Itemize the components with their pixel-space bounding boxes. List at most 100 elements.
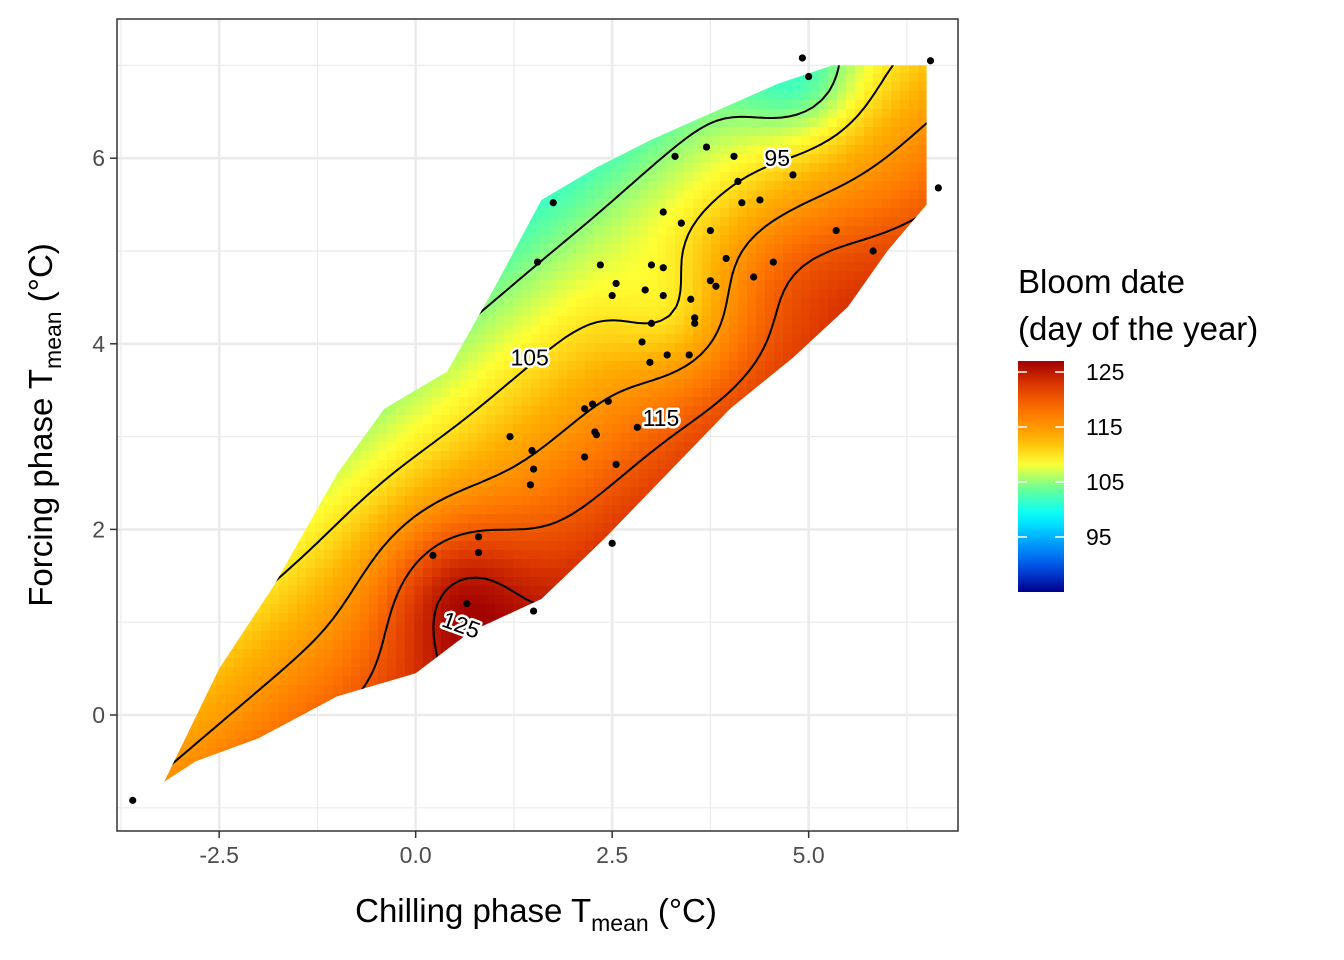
heat-cell <box>693 127 703 137</box>
heat-cell <box>819 73 829 83</box>
heat-cell <box>756 361 766 371</box>
heat-cell <box>828 208 838 218</box>
heat-cell <box>711 379 721 389</box>
heat-cell <box>909 82 919 92</box>
heat-cell <box>882 136 892 146</box>
heat-cell <box>819 199 829 209</box>
heat-cell <box>486 487 496 497</box>
heat-cell <box>621 280 631 290</box>
heat-cell <box>495 424 505 434</box>
heat-cell <box>711 244 721 254</box>
heat-cell <box>729 118 739 128</box>
heat-cell <box>603 478 613 488</box>
heat-cell <box>585 460 595 470</box>
heat-cell <box>486 370 496 380</box>
heat-cell <box>720 181 730 191</box>
heat-cell <box>783 298 793 308</box>
heat-cell <box>549 424 559 434</box>
heat-cell <box>477 424 487 434</box>
heat-cell <box>585 199 595 209</box>
heat-cell <box>648 271 658 281</box>
heat-cell <box>675 172 685 182</box>
heat-cell <box>666 127 676 137</box>
heat-cell <box>765 316 775 326</box>
heat-cell <box>783 307 793 317</box>
heat-cell <box>684 307 694 317</box>
heat-cell <box>801 208 811 218</box>
heat-cell <box>702 244 712 254</box>
heat-cell <box>621 307 631 317</box>
heat-cell <box>729 289 739 299</box>
heat-cell <box>621 244 631 254</box>
heat-cell <box>423 397 433 407</box>
heat-cell <box>486 442 496 452</box>
heat-cell <box>513 253 523 263</box>
heat-cell <box>720 208 730 218</box>
heat-cell <box>729 109 739 119</box>
heat-cell <box>576 397 586 407</box>
heat-cell <box>819 100 829 110</box>
heat-cell <box>792 181 802 191</box>
heat-cell <box>504 262 514 272</box>
heat-cell <box>747 163 757 173</box>
heat-cell <box>504 451 514 461</box>
heat-cell <box>882 208 892 218</box>
heat-cell <box>855 280 865 290</box>
heat-cell <box>585 487 595 497</box>
heat-cell <box>594 478 604 488</box>
heat-cell <box>621 424 631 434</box>
heat-cell <box>675 388 685 398</box>
heat-cell <box>693 280 703 290</box>
heat-cell <box>477 397 487 407</box>
heat-cell <box>747 307 757 317</box>
heat-cell <box>783 136 793 146</box>
heat-cell <box>837 82 847 92</box>
heat-cell <box>522 307 532 317</box>
heat-cell <box>756 109 766 119</box>
heat-cell <box>540 478 550 488</box>
heat-cell <box>558 262 568 272</box>
heat-cell <box>846 244 856 254</box>
heat-cell <box>711 262 721 272</box>
heat-cell <box>585 280 595 290</box>
heat-cell <box>522 280 532 290</box>
heat-cell <box>801 172 811 182</box>
heat-cell <box>747 298 757 308</box>
heat-cell <box>864 226 874 236</box>
heat-cell <box>459 343 469 353</box>
heat-cell <box>828 280 838 290</box>
heat-cell <box>504 343 514 353</box>
heat-cell <box>666 352 676 362</box>
heat-cell <box>891 208 901 218</box>
heat-cell <box>423 433 433 443</box>
heat-cell <box>612 307 622 317</box>
heat-cell <box>531 469 541 479</box>
heat-cell <box>567 325 577 335</box>
heat-cell <box>648 253 658 263</box>
heat-cell <box>522 325 532 335</box>
heat-cell <box>711 118 721 128</box>
heat-cell <box>738 289 748 299</box>
heat-cell <box>648 424 658 434</box>
heat-cell <box>594 190 604 200</box>
heat-cell <box>693 163 703 173</box>
heat-cell <box>774 217 784 227</box>
heat-cell <box>720 325 730 335</box>
heat-cell <box>918 82 927 92</box>
heat-cell <box>819 289 829 299</box>
heat-cell <box>873 172 883 182</box>
heat-cell <box>666 406 676 416</box>
heat-cell <box>819 244 829 254</box>
heat-cell <box>810 307 820 317</box>
heat-cell <box>720 136 730 146</box>
heat-cell <box>369 442 379 452</box>
heat-cell <box>621 361 631 371</box>
heat-cell <box>513 397 523 407</box>
heat-cell <box>882 73 892 83</box>
heat-cell <box>522 226 532 236</box>
heat-cell <box>801 289 811 299</box>
heat-cell <box>441 460 451 470</box>
heat-cell <box>450 424 460 434</box>
heat-cell <box>738 325 748 335</box>
heat-cell <box>630 487 640 497</box>
